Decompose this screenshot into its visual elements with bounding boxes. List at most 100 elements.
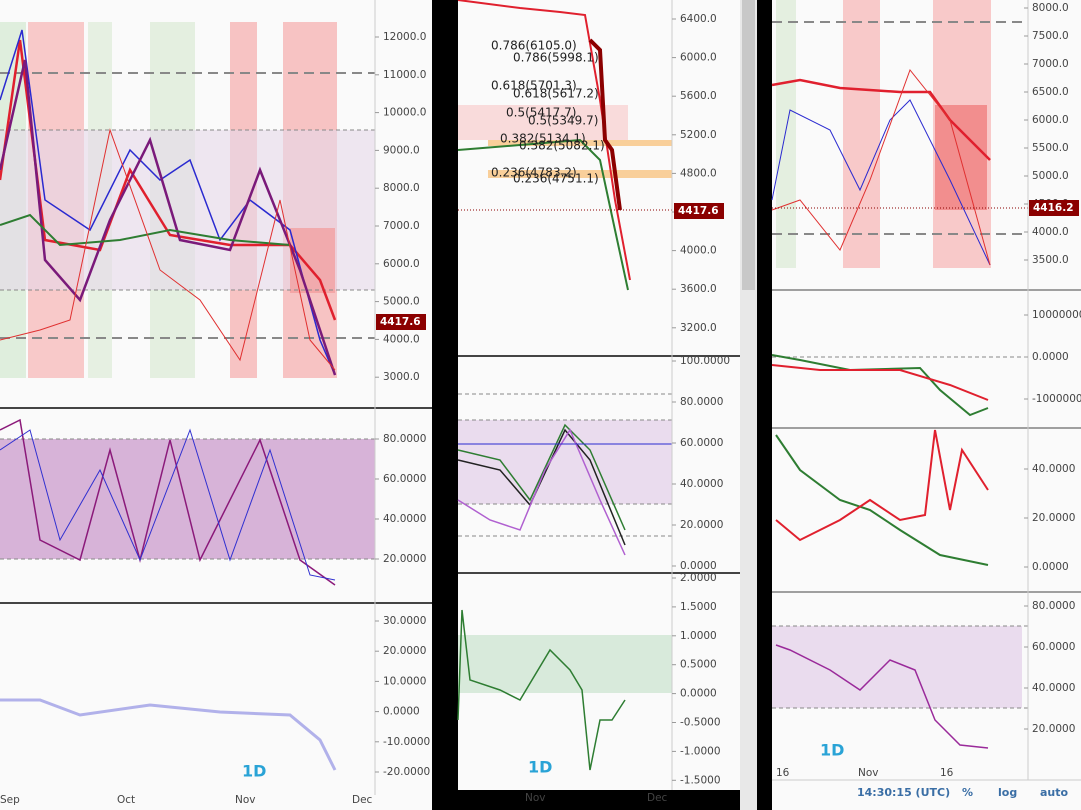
axis-label: 20.0000	[680, 519, 723, 531]
fib-label: 0.618(5617.2)	[513, 87, 599, 101]
axis-label: 20.0000	[383, 553, 426, 565]
axis-label: 40.0000	[1032, 682, 1075, 694]
axis-label: 5200.0	[680, 129, 717, 141]
axis-label: 3000.0	[383, 371, 420, 383]
axis-label: 60.0000	[680, 437, 723, 449]
shading	[0, 0, 1022, 708]
axis-label: 5500.0	[1032, 142, 1069, 154]
axis-label: -1.5000	[680, 774, 721, 786]
toolbar-item[interactable]: auto	[1040, 786, 1069, 799]
scroll-thumb	[742, 0, 755, 290]
fib-label: 0.786(5998.1)	[513, 51, 599, 65]
axis-label: 6400.0	[680, 13, 717, 25]
axis-label: 4800.0	[680, 167, 717, 179]
axis-label: -20.0000	[383, 766, 430, 778]
time-label: Dec	[352, 794, 373, 806]
interval-label: 1D	[528, 758, 552, 777]
axis-label: 40.0000	[680, 478, 723, 490]
price-tag: 4417.6	[678, 205, 719, 217]
axis-label: 60.0000	[1032, 641, 1075, 653]
axis-label: 12000.0	[383, 31, 426, 43]
axis-label: 10.0000	[383, 675, 426, 687]
price-tag-bg	[376, 314, 426, 330]
axis-label: 5600.0	[680, 90, 717, 102]
axis-label: 20.0000	[383, 645, 426, 657]
axis-label: 3200.0	[680, 322, 717, 334]
axis-label: 10000.0	[383, 107, 426, 119]
fib-label: 0.786(6105.0)	[491, 39, 577, 53]
axis-label: -10000000	[1032, 393, 1081, 405]
axis-label: -0.5000	[680, 717, 721, 729]
axis-label: 5000.0	[1032, 170, 1069, 182]
axis-label: 6000.0	[680, 52, 717, 64]
time-label: Nov	[235, 794, 256, 806]
fib-label: 0.5(5349.7)	[528, 114, 598, 128]
axis-label: 0.5000	[680, 659, 717, 671]
axis-label: 2.0000	[680, 572, 717, 584]
axis-label: 10000000	[1032, 309, 1081, 321]
axis-label: 6500.0	[1032, 86, 1069, 98]
interval-label: 1D	[820, 741, 844, 760]
axis-label: 20.0000	[1032, 723, 1075, 735]
axis-label: 0.0000	[680, 688, 717, 700]
price-tag: 4416.2	[1033, 202, 1074, 214]
toolbar-item: 14:30:15 (UTC)	[857, 786, 950, 799]
axis-label: 7000.0	[383, 220, 420, 232]
axis-label: 60.0000	[383, 473, 426, 485]
axis-label: 4000.0	[383, 333, 420, 345]
axis-label: 6000.0	[1032, 114, 1069, 126]
axis-label: 6000.0	[383, 258, 420, 270]
fib-label: 0.382(5082.1)	[519, 139, 605, 153]
interval-label: 1D	[242, 762, 266, 781]
axis-label: 80.0000	[1032, 600, 1075, 612]
time-label: Oct	[117, 794, 135, 806]
axis-label: 40.0000	[383, 513, 426, 525]
axis-label: 80.0000	[383, 433, 426, 445]
price-tag: 4417.6	[380, 316, 421, 328]
time-label: Nov	[525, 792, 546, 804]
axis-label: 0.0000	[383, 706, 420, 718]
time-label: Dec	[647, 792, 668, 804]
time-label: Nov	[858, 767, 879, 779]
axis-label: 20.0000	[1032, 512, 1075, 524]
axis-label: 7000.0	[1032, 58, 1069, 70]
axis-label: 40.0000	[1032, 463, 1075, 475]
price-tag-bg	[674, 203, 724, 219]
time-label: 16	[776, 767, 790, 779]
axis-label: -1.0000	[680, 745, 721, 757]
fib-label: 0.618(5701.3)	[491, 79, 577, 93]
time-label: Sep	[0, 794, 20, 806]
axis-label: 0.0000	[1032, 561, 1069, 573]
axis-label: 5000.0	[383, 296, 420, 308]
axis-label: 4000.0	[680, 245, 717, 257]
axis-label: 0.0000	[680, 560, 717, 572]
axis-label: 1.5000	[680, 601, 717, 613]
toolbar-item[interactable]: log	[998, 786, 1017, 799]
axis-label: 3600.0	[680, 283, 717, 295]
fib-label: 0.236(4751.1)	[513, 172, 599, 186]
axis-label: 8000.0	[383, 182, 420, 194]
fib-label: 0.382(5134.1)	[500, 132, 586, 146]
axis-label: 7500.0	[1032, 30, 1069, 42]
axis-label: 30.0000	[383, 615, 426, 627]
axis-label: 11000.0	[383, 69, 426, 81]
axis-label: 0.0000	[1032, 351, 1069, 363]
indicator-lines	[0, 0, 1028, 771]
price-tag-bg	[1029, 200, 1079, 216]
axis-label: 8000.0	[1032, 2, 1069, 14]
axis-label: 3500.0	[1032, 254, 1069, 266]
axis-label: 1.0000	[680, 630, 717, 642]
axis-label: 9000.0	[383, 144, 420, 156]
time-label: 16	[940, 767, 954, 779]
axis-label: 100.0000	[680, 355, 730, 367]
axis-label: 4000.0	[1032, 226, 1069, 238]
fib-label: 0.5(5417.7)	[506, 106, 576, 120]
axis-label: -10.0000	[383, 736, 430, 748]
toolbar-item[interactable]: %	[962, 786, 973, 799]
fib-label: 0.236(4783.2)	[491, 166, 577, 180]
dashed-levels	[0, 21, 1028, 709]
axis-label: 80.0000	[680, 396, 723, 408]
